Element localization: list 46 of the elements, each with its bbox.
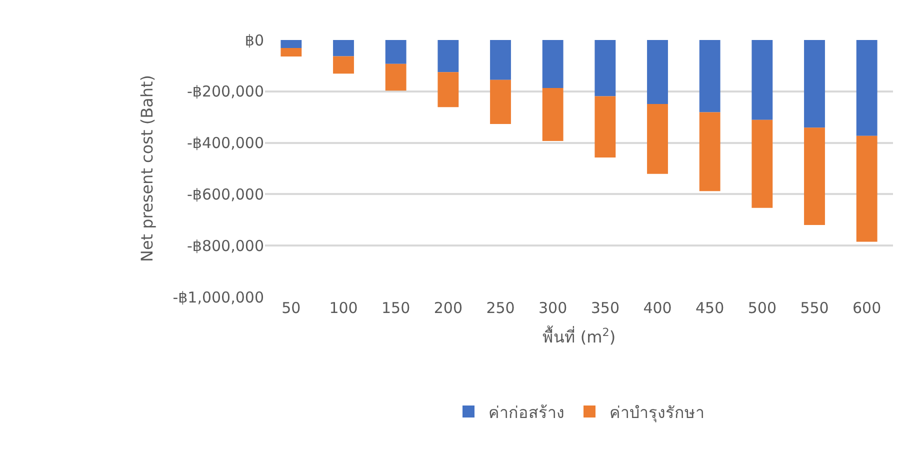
y-axis-title: Net present cost (Baht) bbox=[138, 74, 157, 262]
bar bbox=[804, 40, 825, 128]
bar bbox=[438, 40, 459, 72]
bar bbox=[752, 40, 773, 120]
bar bbox=[594, 96, 616, 158]
bar bbox=[438, 72, 459, 108]
x-tick-label: 550 bbox=[800, 299, 829, 317]
bar bbox=[594, 40, 616, 96]
bar bbox=[542, 40, 564, 88]
x-tick-label: 200 bbox=[434, 299, 462, 317]
bar bbox=[385, 40, 406, 64]
y-tick-label: ฿0 bbox=[244, 31, 264, 50]
bar bbox=[280, 40, 302, 48]
legend-label: ค่าบำรุงรักษา bbox=[610, 402, 704, 423]
x-tick-label: 150 bbox=[382, 299, 410, 317]
bar bbox=[856, 40, 878, 136]
bar bbox=[804, 128, 825, 226]
x-tick-label: 350 bbox=[590, 299, 620, 317]
bar bbox=[280, 48, 302, 56]
legend-label: ค่าก่อสร้าง bbox=[488, 402, 564, 422]
bar bbox=[647, 40, 668, 104]
y-tick-label: -฿600,000 bbox=[187, 185, 264, 204]
bar bbox=[542, 88, 564, 141]
bar bbox=[333, 56, 354, 74]
y-tick-label: -฿200,000 bbox=[187, 82, 264, 101]
x-tick-label: 600 bbox=[852, 299, 882, 317]
bar bbox=[490, 80, 511, 124]
bar bbox=[333, 40, 354, 56]
y-tick-label: -฿400,000 bbox=[187, 134, 264, 152]
y-tick-label: -฿800,000 bbox=[187, 236, 264, 255]
bar bbox=[699, 112, 720, 192]
bar bbox=[699, 40, 720, 112]
x-tick-label: 450 bbox=[696, 299, 724, 317]
x-tick-label: 500 bbox=[748, 299, 776, 317]
bar bbox=[647, 104, 668, 174]
x-axis-title: พื้นที่ (m$^{2}$) bbox=[542, 326, 616, 347]
bar bbox=[856, 136, 878, 242]
x-tick-label: 400 bbox=[643, 299, 672, 317]
bar bbox=[752, 120, 773, 208]
x-tick-label: 50 bbox=[282, 299, 301, 317]
y-tick-label: -฿1,000,000 bbox=[172, 288, 264, 306]
x-tick-label: 250 bbox=[486, 299, 515, 317]
x-tick-label: 300 bbox=[538, 299, 568, 317]
bar bbox=[385, 64, 406, 91]
x-tick-label: 100 bbox=[329, 299, 358, 317]
bar bbox=[490, 40, 511, 80]
